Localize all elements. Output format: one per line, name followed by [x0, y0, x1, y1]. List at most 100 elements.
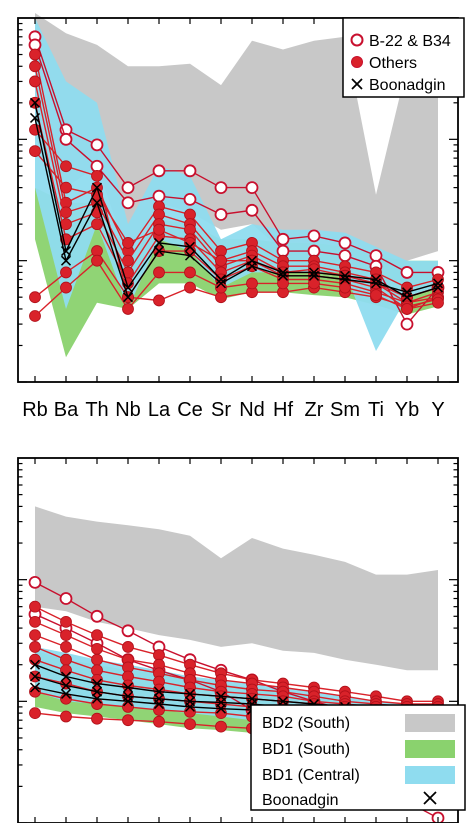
x-tick-label-y: Y [431, 399, 444, 421]
series-line-boonadgin [34, 102, 439, 298]
point-x-stroke [122, 696, 134, 707]
point-open-b-22-b34 [245, 203, 259, 217]
legend-swatch-bd2-south [405, 714, 455, 732]
point-filled-others [29, 685, 41, 698]
point-filled-others [29, 615, 41, 628]
plot-area [28, 506, 445, 823]
point-open-b-22-b34 [121, 624, 135, 638]
point-open-b-22-b34 [307, 229, 321, 243]
point-filled-others [246, 277, 258, 290]
element-tick-labels: Rb Ba Th Nb La Ce Sr Nd Hf Zr Sm Ti Yb Y [22, 399, 444, 421]
point-x-boonadgin [215, 703, 227, 714]
point-open-b-22-b34 [214, 208, 228, 221]
x-tick-label-nb: Nb [115, 399, 141, 421]
point-filled-others [91, 712, 103, 725]
point-open-b-22-b34 [214, 181, 228, 195]
point-filled-others [60, 629, 72, 642]
point-filled-others [339, 281, 351, 294]
point-filled-others [60, 615, 72, 628]
point-filled-others [29, 629, 41, 642]
point-filled-others [29, 291, 41, 304]
point-filled-others [91, 169, 103, 182]
point-filled-others [122, 679, 134, 692]
legend-label-boonadgin-bottom: Boonadgin [262, 792, 339, 809]
point-x-stroke [184, 241, 196, 252]
point-filled-others [29, 600, 41, 613]
point-x-boonadgin [60, 680, 72, 691]
point-x-boonadgin [122, 282, 134, 293]
point-x-stroke [122, 282, 134, 293]
point-x-boonadgin [29, 659, 41, 670]
point-x-stroke [153, 699, 165, 710]
point-x-stroke [91, 197, 103, 208]
point-x-boonadgin [153, 699, 165, 710]
point-filled-others [29, 310, 41, 322]
point-open-b-22-b34 [245, 181, 259, 195]
point-x-boonadgin [339, 274, 351, 285]
point-open-b-22-b34 [400, 317, 414, 331]
point-x-boonadgin [60, 671, 72, 682]
point-x-boonadgin [91, 693, 103, 704]
point-filled-others [308, 277, 320, 290]
point-filled-others [60, 641, 72, 653]
point-x-stroke [91, 693, 103, 704]
point-x-stroke [215, 703, 227, 714]
point-filled-others [184, 266, 196, 279]
point-x-boonadgin [215, 278, 227, 289]
point-x-stroke [60, 680, 72, 691]
point-filled-others [91, 653, 103, 666]
point-filled-others [215, 281, 227, 294]
point-filled-others [91, 629, 103, 642]
point-open-b-22-b34 [400, 266, 414, 279]
point-x-boonadgin [184, 701, 196, 712]
point-filled-others [153, 223, 165, 236]
point-filled-others [153, 715, 165, 728]
point-filled-others [122, 641, 134, 653]
point-open-b-22-b34 [90, 609, 104, 623]
point-x-stroke [401, 287, 413, 298]
legend-open-circle-marker [350, 33, 364, 47]
point-filled-others [215, 707, 227, 720]
point-open-b-22-b34 [276, 232, 290, 246]
point-x-stroke [29, 671, 41, 682]
point-open-b-22-b34 [59, 132, 73, 146]
point-x-stroke [246, 261, 258, 272]
point-filled-others [153, 266, 165, 279]
point-filled-others [215, 720, 227, 733]
point-x-stroke [91, 182, 103, 193]
point-filled-others [60, 710, 72, 723]
point-x-stroke [60, 255, 72, 266]
point-filled-others [29, 145, 41, 157]
point-filled-others [91, 254, 103, 267]
point-x-boonadgin [60, 688, 72, 699]
point-x-boonadgin [184, 241, 196, 252]
point-filled-others [91, 642, 103, 655]
point-x-stroke [122, 682, 134, 693]
plot-area [28, 13, 445, 358]
point-filled-others [29, 641, 41, 653]
point-x-stroke [29, 659, 41, 670]
legend-x-marker [351, 78, 363, 90]
point-filled-others [29, 60, 41, 73]
point-x-boonadgin [29, 682, 41, 693]
point-filled-others [184, 237, 196, 249]
legend-swatch-bd1-south [405, 740, 455, 758]
x-tick-label-sr: Sr [211, 399, 231, 421]
legend-label-others: Others [369, 55, 417, 72]
point-x-boonadgin [29, 97, 41, 108]
point-filled-others [184, 281, 196, 294]
point-x-stroke [122, 292, 134, 303]
point-x-boonadgin [153, 237, 165, 248]
point-x-stroke [60, 246, 72, 257]
point-open-b-22-b34 [183, 164, 197, 178]
point-x-boonadgin [246, 261, 258, 272]
point-x-stroke [370, 278, 382, 289]
x-tick-label-yb: Yb [395, 399, 419, 421]
x-tick-label-ba: Ba [54, 399, 79, 421]
legend-label-bd1-central: BD1 (Central) [262, 767, 360, 784]
point-filled-others [184, 705, 196, 718]
x-tick-label-th: Th [85, 399, 108, 421]
bottom-spider-plot [17, 457, 459, 823]
point-filled-others [60, 653, 72, 666]
x-tick-label-ti: Ti [368, 399, 384, 421]
